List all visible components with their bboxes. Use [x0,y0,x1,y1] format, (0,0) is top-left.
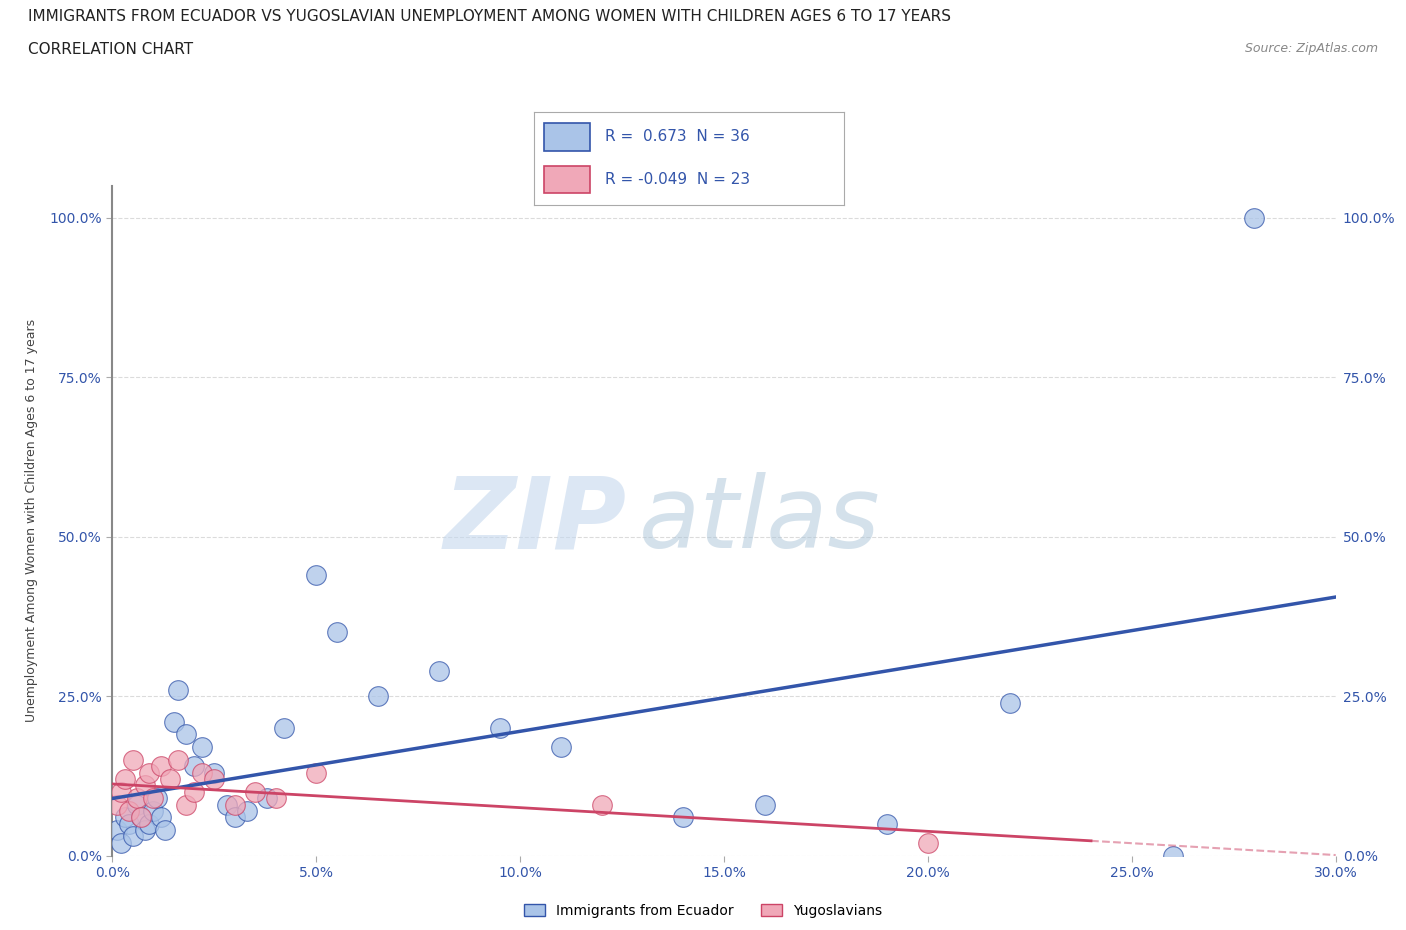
Text: atlas: atlas [638,472,880,569]
Point [166,683,188,698]
Point [105,797,128,812]
Point [191,739,214,754]
Point [142,790,165,805]
Point [142,804,165,818]
Bar [544,123,591,151]
Point [183,759,205,774]
Point [1243,210,1265,225]
Point [118,817,141,831]
Point [1161,848,1184,863]
Point [550,739,572,754]
Bar [544,166,591,193]
Point [134,823,156,838]
Point [998,695,1021,710]
Point [114,810,136,825]
Text: IMMIGRANTS FROM ECUADOR VS YUGOSLAVIAN UNEMPLOYMENT AMONG WOMEN WITH CHILDREN AG: IMMIGRANTS FROM ECUADOR VS YUGOSLAVIAN U… [28,9,950,24]
Text: R = -0.049  N = 23: R = -0.049 N = 23 [606,172,751,187]
Point [159,772,181,787]
Point [876,817,898,831]
Point [138,765,160,780]
Point [122,829,145,844]
Text: R =  0.673  N = 36: R = 0.673 N = 36 [606,129,751,144]
Point [754,797,776,812]
Point [183,784,205,799]
Point [150,810,173,825]
Text: Source: ZipAtlas.com: Source: ZipAtlas.com [1244,42,1378,55]
Point [155,823,177,838]
Point [122,752,145,767]
Point [305,765,328,780]
Point [366,689,388,704]
Point [125,797,148,812]
Point [174,727,197,742]
Point [245,784,267,799]
Point [129,810,152,825]
Point [256,790,278,805]
Point [118,804,141,818]
Point [224,797,246,812]
Point [138,817,160,831]
Point [146,790,169,805]
Text: ZIP: ZIP [443,472,626,569]
Point [163,714,186,729]
Point [105,823,128,838]
Point [224,810,246,825]
Point [134,778,156,793]
Point [174,797,197,812]
Point [129,810,152,825]
Point [917,835,939,850]
Point [591,797,613,812]
Point [489,721,512,736]
Point [110,784,132,799]
Point [326,625,349,640]
Point [273,721,295,736]
Point [191,765,214,780]
Point [236,804,259,818]
Point [305,567,328,582]
Point [110,835,132,850]
Legend: Immigrants from Ecuador, Yugoslavians: Immigrants from Ecuador, Yugoslavians [519,898,887,923]
Y-axis label: Unemployment Among Women with Children Ages 6 to 17 years: Unemployment Among Women with Children A… [25,319,38,723]
Point [204,765,226,780]
Point [150,759,173,774]
Point [114,772,136,787]
Point [125,790,148,805]
Point [166,752,188,767]
Point [264,790,287,805]
Text: CORRELATION CHART: CORRELATION CHART [28,42,193,57]
Point [204,772,226,787]
Point [427,663,450,678]
Point [672,810,695,825]
Point [215,797,238,812]
